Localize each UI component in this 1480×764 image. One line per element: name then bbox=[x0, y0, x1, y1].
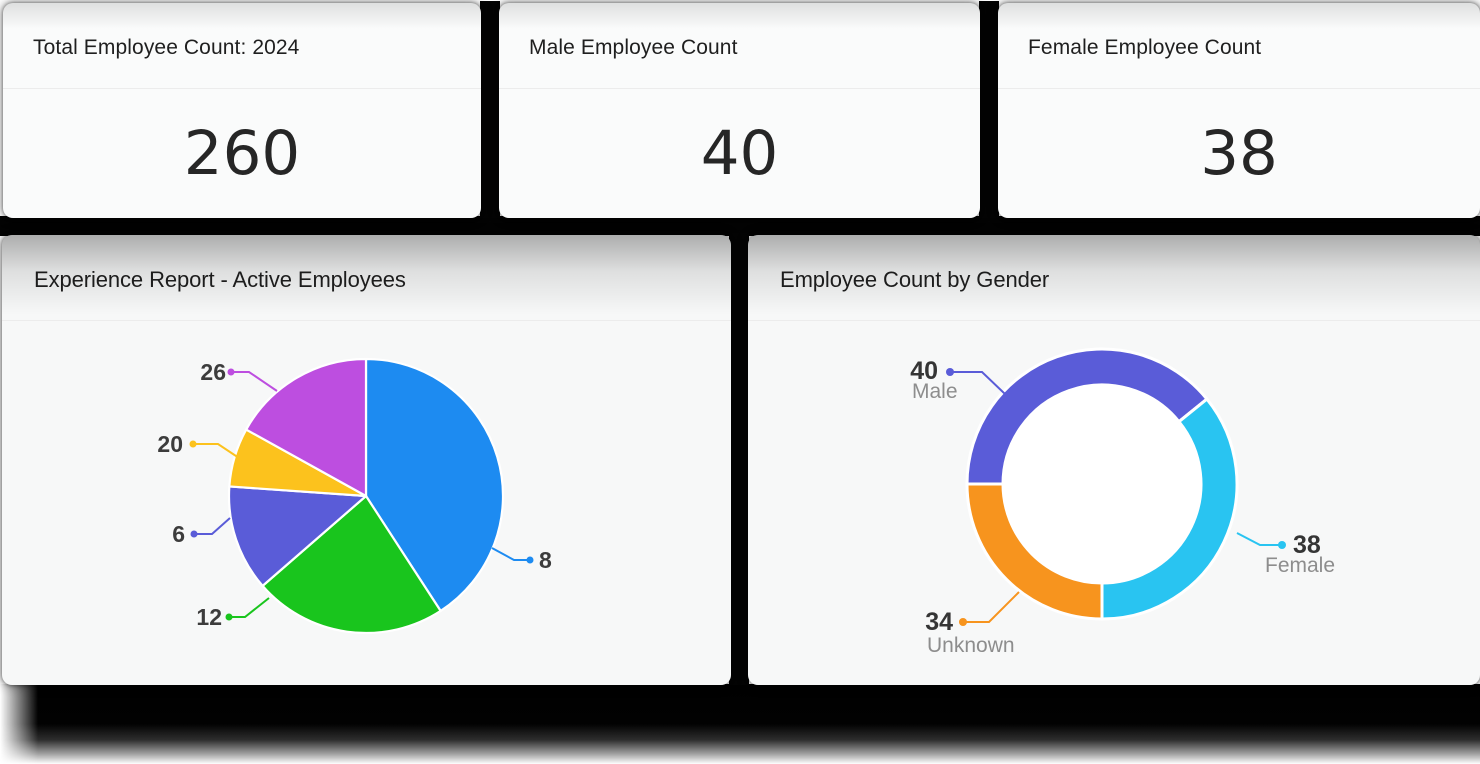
callout-line bbox=[963, 591, 1020, 623]
card-header: Male Employee Count bbox=[499, 3, 980, 89]
callout-dot bbox=[189, 440, 197, 448]
callout-line bbox=[1236, 532, 1282, 546]
card-gap-shadow bbox=[480, 1, 500, 218]
callout-dot bbox=[225, 613, 233, 621]
callout-dot bbox=[959, 618, 967, 626]
callout-value: 8 bbox=[539, 547, 552, 573]
kpi-title: Male Employee Count bbox=[529, 35, 738, 59]
card-gap-shadow bbox=[729, 233, 749, 685]
kpi-value: 260 bbox=[183, 117, 301, 189]
callout-dot bbox=[190, 530, 198, 538]
kpi-title: Total Employee Count: 2024 bbox=[33, 35, 300, 59]
callout-dot bbox=[227, 368, 235, 376]
card-header: Employee Count by Gender bbox=[748, 235, 1480, 321]
card-header: Total Employee Count: 2024 bbox=[3, 3, 481, 89]
kpi-value: 38 bbox=[1200, 117, 1278, 189]
callout-value: 26 bbox=[200, 359, 226, 385]
callout-line bbox=[231, 371, 278, 392]
pie-segment-12[interactable] bbox=[261, 494, 442, 635]
chart-title: Experience Report - Active Employees bbox=[34, 266, 406, 292]
callout-line bbox=[193, 443, 243, 461]
callout-line bbox=[194, 517, 231, 535]
callout-label: Female bbox=[1265, 554, 1335, 577]
pie-segment-6[interactable] bbox=[227, 485, 368, 587]
chart-card-gender-count[interactable]: Employee Count by Gender 40 Male 38 Female 3… bbox=[748, 235, 1480, 685]
callout-line bbox=[491, 547, 530, 561]
callout-value: 38 bbox=[1293, 531, 1321, 559]
callout-value: 40 bbox=[910, 357, 938, 385]
donut-segment-Male[interactable] bbox=[965, 347, 1209, 486]
card-header: Experience Report - Active Employees bbox=[2, 235, 731, 321]
donut-hole bbox=[1002, 384, 1202, 584]
card-gap-shadow bbox=[979, 1, 999, 218]
callout-dot bbox=[526, 556, 534, 564]
row-gap-shadow bbox=[0, 216, 1480, 236]
donut-segment-Female[interactable] bbox=[1100, 397, 1239, 621]
callout-dot bbox=[1278, 541, 1286, 549]
callout-line bbox=[229, 597, 270, 618]
card-header: Female Employee Count bbox=[998, 3, 1480, 89]
kpi-value: 40 bbox=[700, 117, 779, 189]
callout-value: 34 bbox=[925, 608, 953, 636]
kpi-card-female-employees[interactable]: Female Employee Count 38 bbox=[998, 3, 1480, 218]
callout-value: 6 bbox=[172, 521, 185, 547]
kpi-title: Female Employee Count bbox=[1028, 35, 1262, 59]
experience-pie-chart: 8 12 6 20 26 bbox=[157, 357, 552, 635]
chart-title: Employee Count by Gender bbox=[780, 266, 1050, 292]
chart-card-experience-report[interactable]: Experience Report - Active Employees 8 12… bbox=[2, 235, 731, 685]
donut-segment-Unknown[interactable] bbox=[965, 482, 1104, 621]
callout-dot bbox=[946, 368, 954, 376]
callout-label: Male bbox=[912, 380, 958, 403]
kpi-card-male-employees[interactable]: Male Employee Count 40 bbox=[499, 3, 980, 218]
bottom-shadow bbox=[0, 684, 1480, 764]
callout-value: 12 bbox=[196, 604, 222, 630]
callout-label: Unknown bbox=[927, 634, 1015, 657]
kpi-card-total-employees[interactable]: Total Employee Count: 2024 260 bbox=[3, 3, 481, 218]
pie-segment-26[interactable] bbox=[245, 357, 368, 498]
callout-value: 20 bbox=[157, 431, 183, 457]
callout-line bbox=[950, 371, 1006, 395]
